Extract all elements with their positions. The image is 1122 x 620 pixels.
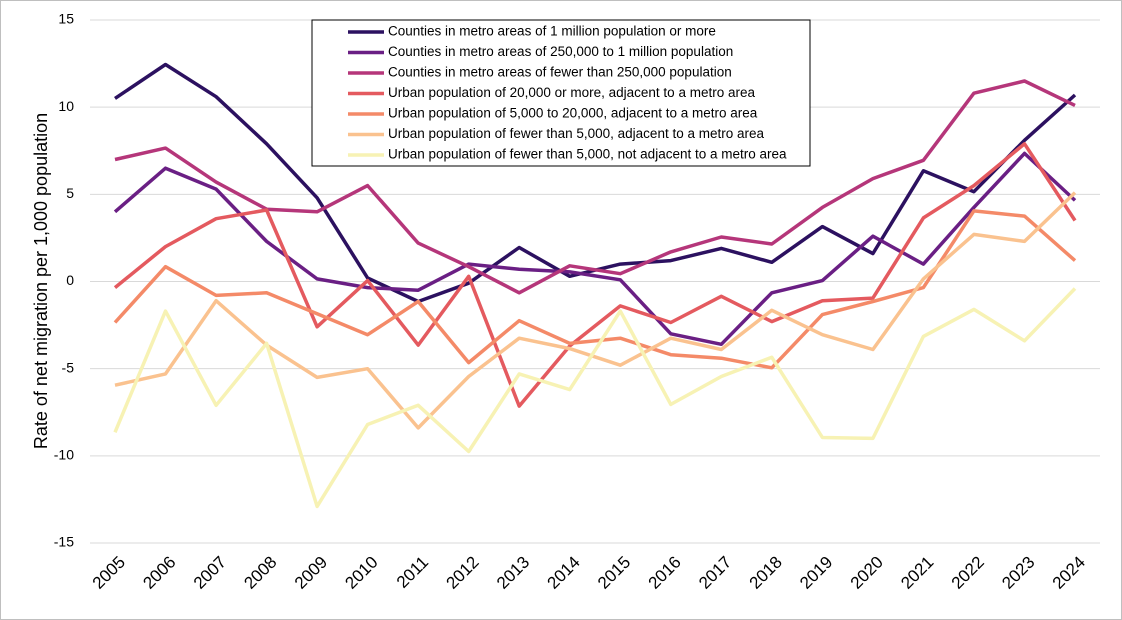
series-line [113,287,1077,509]
series-line [113,151,1077,347]
y-tick-label: -15 [54,534,74,550]
legend-label: Urban population of fewer than 5,000, no… [388,147,787,162]
y-tick-label: -10 [54,447,74,463]
legend-label: Counties in metro areas of fewer than 25… [388,65,732,80]
y-axis-title: Rate of net migration per 1,000 populati… [31,113,51,449]
y-tick-label: 5 [66,185,74,201]
legend-label: Urban population of 20,000 or more, adja… [388,85,755,100]
series-line [114,79,1076,295]
legend: Counties in metro areas of 1 million pop… [311,19,811,167]
y-tick-label: 0 [66,272,74,288]
legend-label: Counties in metro areas of 1 million pop… [388,24,716,39]
y-tick-label: 15 [58,11,74,27]
legend-label: Counties in metro areas of 250,000 to 1 … [388,44,733,59]
lines [113,62,1077,509]
series-line [114,191,1077,430]
legend-label: Urban population of fewer than 5,000, ad… [388,126,764,141]
y-tick-label: -5 [62,359,75,375]
legend-label: Urban population of 5,000 to 20,000, adj… [388,106,758,121]
y-tick-label: 10 [58,98,74,114]
series-line [113,142,1077,408]
legend-box [311,19,811,167]
